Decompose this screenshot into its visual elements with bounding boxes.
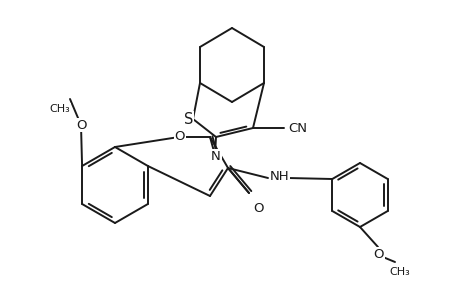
Text: CN: CN (288, 122, 307, 134)
Text: O: O (77, 118, 87, 131)
Text: O: O (174, 130, 185, 142)
Text: NH: NH (269, 170, 289, 184)
Text: S: S (184, 112, 193, 127)
Text: CH₃: CH₃ (389, 267, 409, 277)
Text: N: N (211, 149, 220, 163)
Text: O: O (253, 202, 263, 214)
Text: CH₃: CH₃ (50, 104, 70, 114)
Text: O: O (373, 248, 383, 260)
